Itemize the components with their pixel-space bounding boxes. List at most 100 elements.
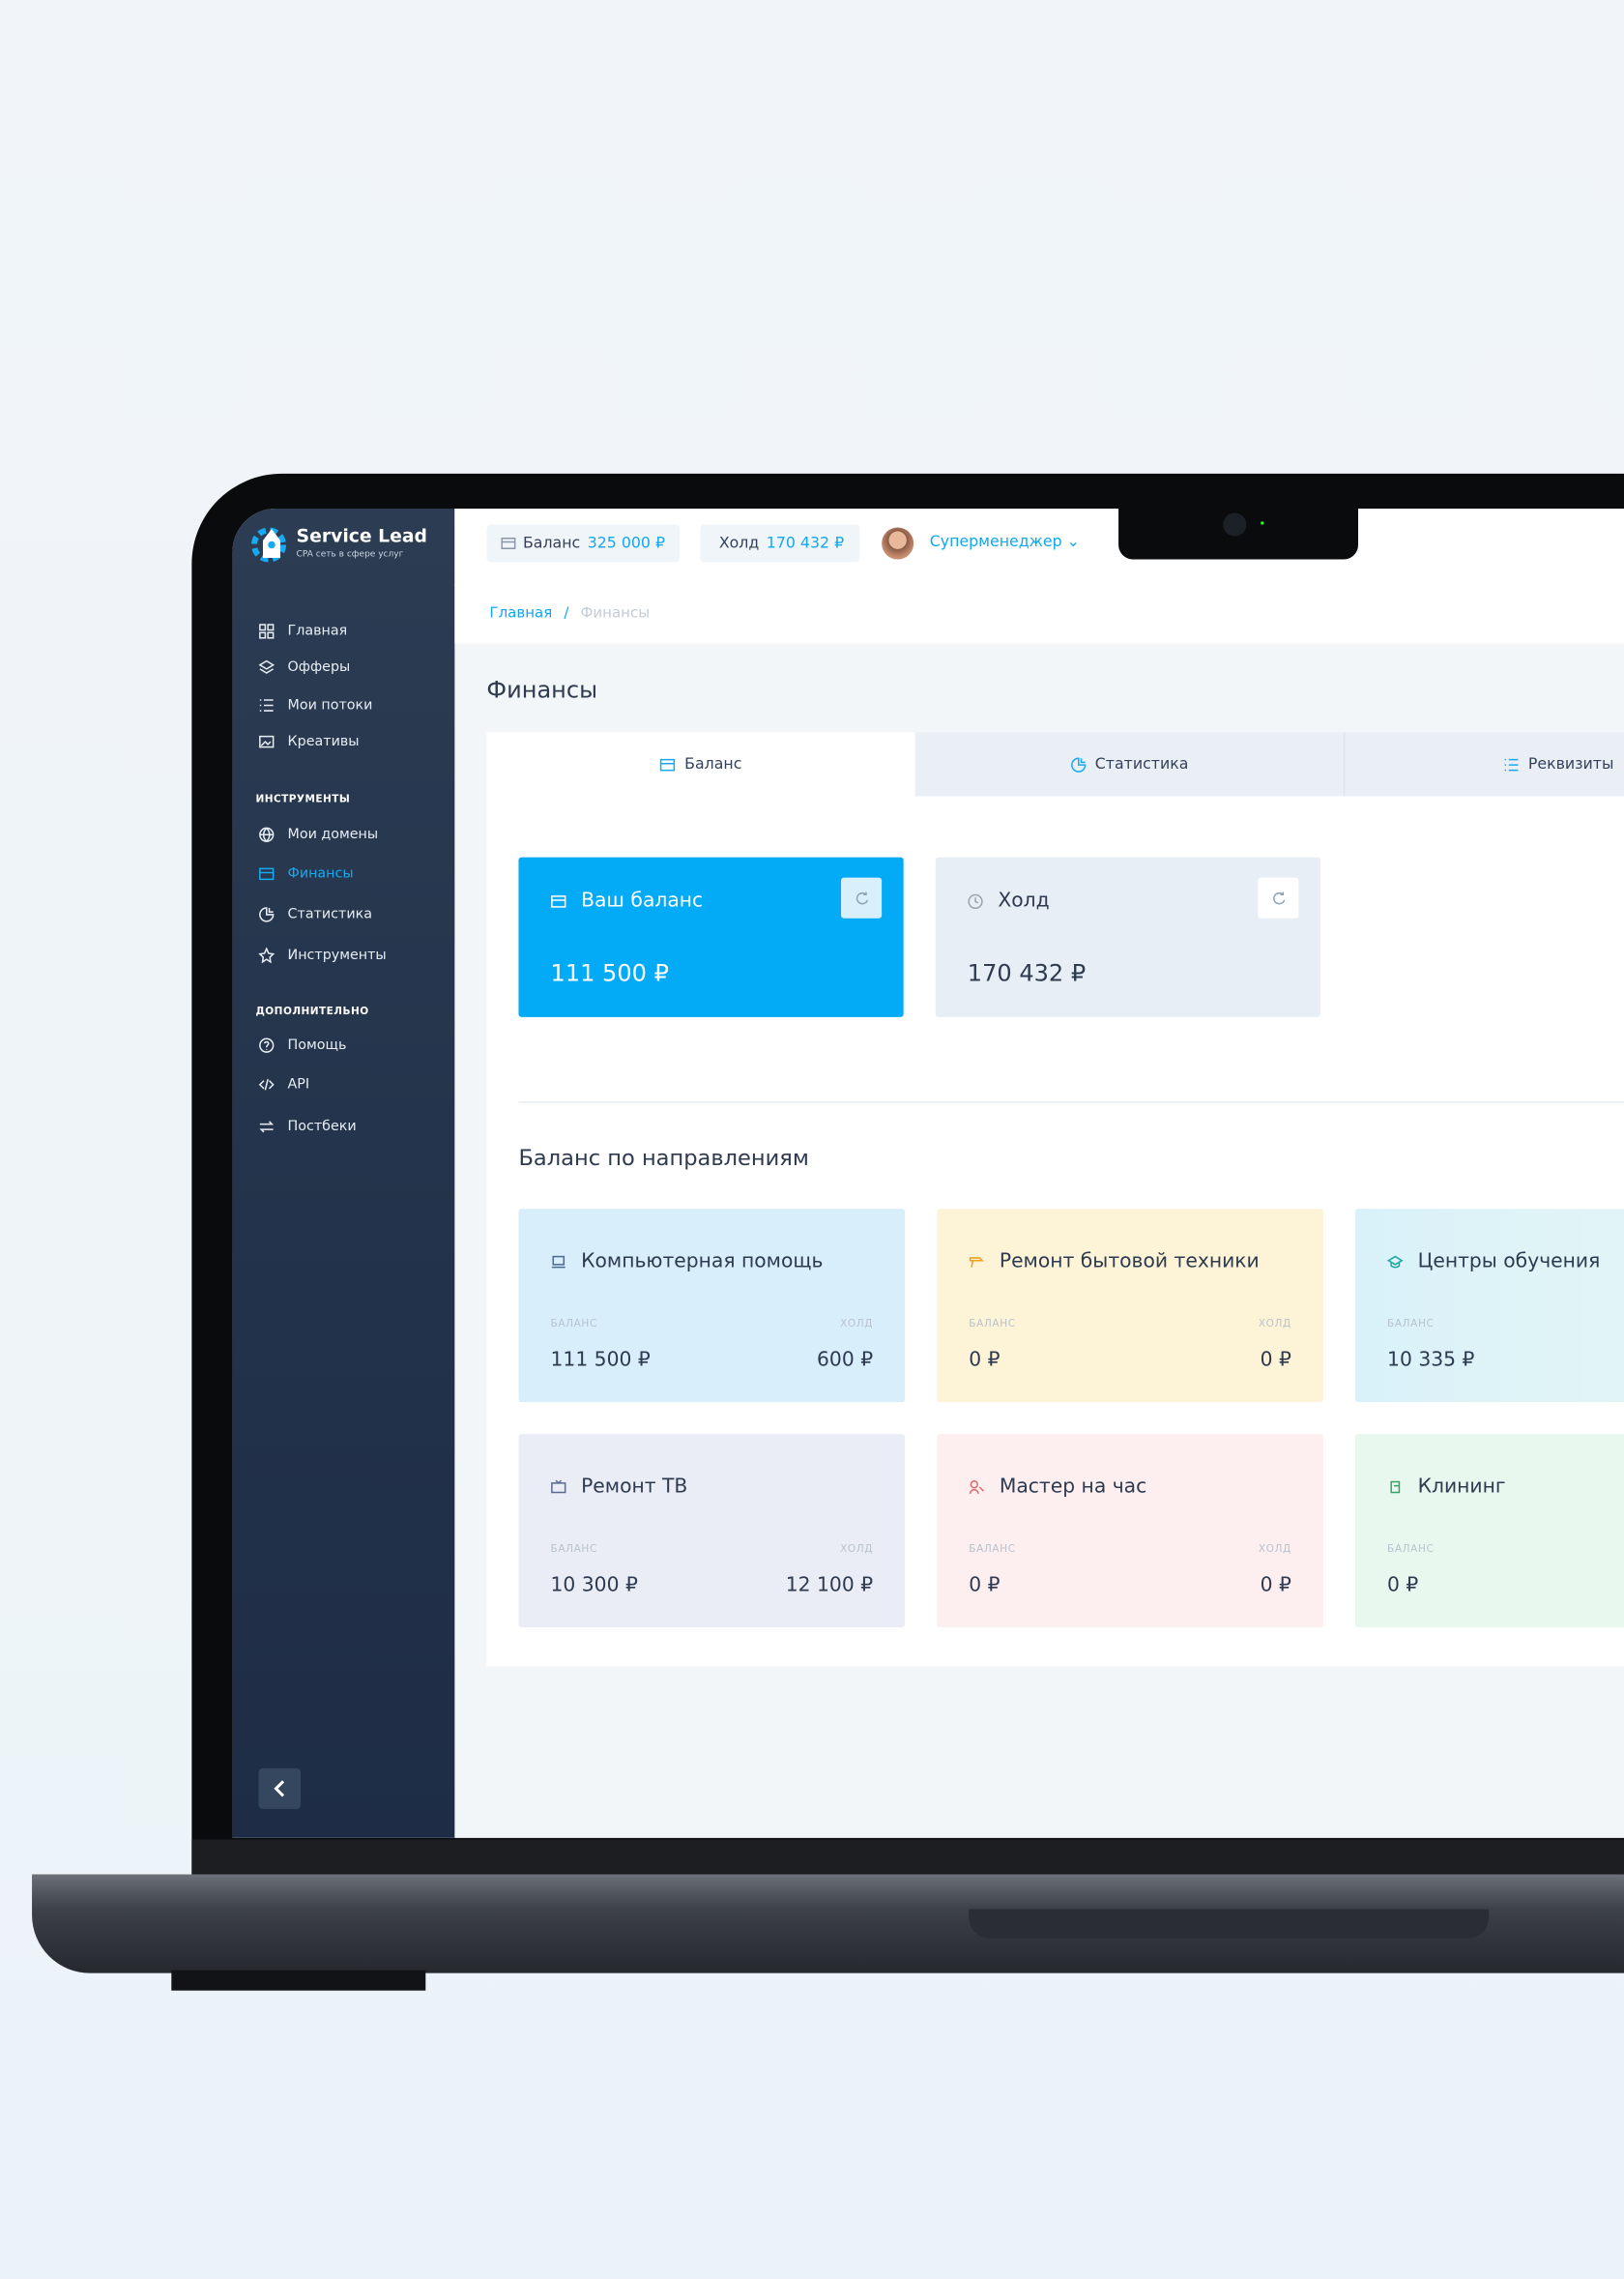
summary-amount: 170 432 ₽ <box>967 958 1087 987</box>
user-name: Суперменеджер <box>929 533 1062 551</box>
screen: Service Lead CPA сеть в сфере услуг Глав… <box>232 508 1624 1838</box>
summary-title: Холд <box>998 889 1050 913</box>
direction-title: Клининг <box>1417 1475 1506 1499</box>
laptop-foot <box>171 1970 426 1991</box>
direction-card[interactable]: Клининг БАЛАНС 0 ₽ <box>1355 1434 1624 1628</box>
avatar[interactable] <box>882 527 914 560</box>
nav-item[interactable]: Мои потоки <box>258 697 372 714</box>
icon <box>968 893 983 909</box>
nav-label: Постбеки <box>287 1119 357 1135</box>
topbar: Баланс 325 000 ₽ Холд 170 432 ₽ Супермен… <box>454 508 1624 586</box>
nav-item[interactable]: Постбеки <box>258 1119 357 1135</box>
nav-item[interactable]: Мои домены <box>258 827 378 843</box>
direction-card[interactable]: Центры обучения БАЛАНС 10 335 ₽ <box>1355 1209 1624 1403</box>
collapse-button[interactable] <box>258 1768 302 1809</box>
direction-card[interactable]: Компьютерная помощь БАЛАНС 111 500 ₽ ХОЛД 60… <box>518 1209 906 1403</box>
breadcrumb-separator: / <box>564 605 569 623</box>
nav-heading: ДОПОЛНИТЕЛЬНО <box>255 1005 369 1017</box>
icon <box>660 758 676 771</box>
icon <box>1387 1254 1404 1268</box>
balance-label: БАЛАНС <box>550 1542 597 1555</box>
balance-value: 0 ₽ <box>969 1348 1000 1372</box>
balance-label: БАЛАНС <box>550 1317 597 1329</box>
icon <box>258 1079 275 1091</box>
nav-item[interactable]: Финансы <box>258 865 354 883</box>
balance-value: 10 335 ₽ <box>1387 1348 1475 1372</box>
laptop-groove <box>969 1909 1490 1939</box>
breadcrumb-link[interactable]: Главная <box>489 605 553 623</box>
nav-item[interactable]: Офферы <box>258 659 350 676</box>
icon <box>259 624 275 639</box>
tab[interactable]: Реквизиты <box>1343 732 1624 797</box>
nav-label: Инструменты <box>287 947 387 964</box>
direction-title: Ремонт бытовой техники <box>999 1249 1260 1273</box>
summary-card: Холд 170 432 ₽ <box>935 857 1320 1017</box>
balance-pill[interactable]: Баланс 325 000 ₽ <box>486 524 681 563</box>
balance-label: БАЛАНС <box>969 1542 1016 1555</box>
icon <box>969 1479 984 1494</box>
summary-label: Ваш баланс <box>551 889 704 913</box>
nav-item[interactable]: Статистика <box>258 906 372 923</box>
tab[interactable]: Статистика <box>914 732 1344 797</box>
direction-title: Центры обучения <box>1417 1249 1601 1273</box>
tab-label: Реквизиты <box>1527 755 1614 774</box>
balance-value: 10 300 ₽ <box>550 1573 638 1597</box>
nav-label: Статистика <box>287 906 372 923</box>
direction-name: Центры обучения <box>1387 1249 1600 1272</box>
direction-name: Компьютерная помощь <box>551 1249 824 1273</box>
hold-label: ХОЛД <box>1258 1542 1291 1555</box>
direction-card[interactable]: Мастер на час БАЛАНС 0 ₽ ХОЛД 0 ₽ <box>937 1434 1323 1628</box>
nav-label: API <box>287 1076 310 1094</box>
nav-label: Главная <box>287 623 348 640</box>
icon <box>551 1255 566 1268</box>
balance-value: 325 000 ₽ <box>587 534 666 553</box>
direction-card[interactable]: Ремонт ТВ БАЛАНС 10 300 ₽ ХОЛД 12 100 ₽ <box>518 1434 906 1628</box>
icon <box>259 1037 275 1053</box>
icon <box>551 1478 566 1493</box>
page-title: Финансы <box>486 675 598 704</box>
nav-label: Мои потоки <box>287 697 373 714</box>
balance-label: БАЛАНС <box>1387 1542 1435 1555</box>
icon <box>259 735 275 748</box>
hold-label: ХОЛД <box>840 1317 874 1329</box>
divider <box>518 1101 1624 1103</box>
laptop-chin <box>191 1839 1624 1878</box>
nav-item[interactable]: Инструменты <box>258 947 387 964</box>
nav-item[interactable]: Главная <box>258 623 348 640</box>
icon <box>259 827 275 843</box>
hold-value: 0 ₽ <box>1260 1348 1291 1372</box>
balance-value: 0 ₽ <box>969 1573 1000 1597</box>
summary-label: Холд <box>968 890 1050 913</box>
user-menu[interactable]: Суперменеджер ⌄ <box>929 533 1080 551</box>
nav-item[interactable]: API <box>258 1076 309 1093</box>
hold-label: Холд <box>718 534 760 553</box>
nav-item[interactable]: Креативы <box>258 734 360 749</box>
hold-pill[interactable]: Холд 170 432 ₽ <box>700 524 860 563</box>
icon <box>969 1256 984 1267</box>
icon <box>259 699 274 712</box>
direction-title: Компьютерная помощь <box>581 1249 824 1273</box>
tab-label: Баланс <box>684 755 742 774</box>
refresh-button[interactable] <box>841 877 883 919</box>
balance-label: Баланс <box>522 534 581 553</box>
refresh-button[interactable] <box>1258 877 1299 919</box>
nav-label: Помощь <box>287 1037 347 1054</box>
nav-label: Офферы <box>287 659 351 676</box>
icon <box>258 659 276 674</box>
direction-name: Ремонт бытовой техники <box>969 1249 1260 1273</box>
icon <box>259 907 275 922</box>
nav-label: Финансы <box>287 865 354 883</box>
direction-card[interactable]: Ремонт бытовой техники БАЛАНС 0 ₽ ХОЛД 0 ₽ <box>937 1209 1323 1403</box>
nav-heading: ИНСТРУМЕНТЫ <box>255 793 351 805</box>
sidebar: Service Lead CPA сеть в сфере услуг Глав… <box>232 508 455 1838</box>
icon <box>259 867 275 881</box>
summary-title: Ваш баланс <box>581 889 704 913</box>
nav-item[interactable]: Помощь <box>258 1037 347 1054</box>
finance-card: Баланс по направлениям Баланс Статистика Р… <box>486 732 1624 1667</box>
summary-amount: 111 500 ₽ <box>550 958 669 987</box>
direction-name: Ремонт ТВ <box>551 1475 687 1498</box>
tab[interactable]: Баланс <box>486 732 915 797</box>
